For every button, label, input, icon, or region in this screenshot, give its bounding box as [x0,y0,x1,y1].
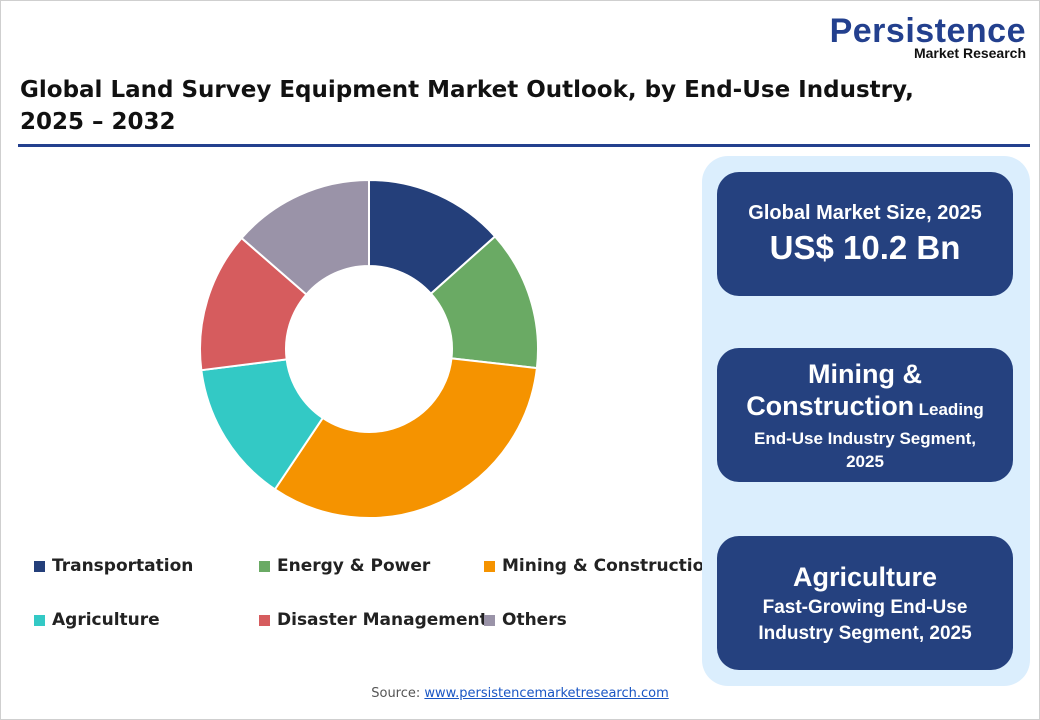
legend-label: Agriculture [52,610,160,630]
legend-swatch [259,614,270,626]
fastest-segment-card: Agriculture Fast-Growing End-Use Industr… [717,536,1013,670]
legend-item: Agriculture [34,610,160,630]
market-size-value: US$ 10.2 Bn [769,228,961,266]
source-link[interactable]: www.persistencemarketresearch.com [424,686,669,701]
logo: Persistence Market Research [830,14,1026,60]
slice-mining-construction [273,357,539,519]
title-divider [18,144,1030,147]
leading-desc-1: Leading [918,399,984,419]
source: Source: www.persistencemarketresearch.co… [0,686,1040,701]
legend-swatch [484,560,495,572]
market-size-card: Global Market Size, 2025 US$ 10.2 Bn [717,172,1013,296]
legend-label: Others [502,610,567,630]
leading-desc-2: End-Use Industry Segment, [754,428,976,448]
donut-chart [199,178,539,519]
source-label: Source: [371,686,421,701]
legend-label: Disaster Management [277,610,488,630]
market-size-label: Global Market Size, 2025 [748,201,982,224]
chart-title: Global Land Survey Equipment Market Outl… [20,77,914,135]
legend-item: Disaster Management [259,610,488,630]
legend-item: Mining & Construction [484,556,716,576]
legend-label: Transportation [52,556,194,576]
legend-swatch [259,560,270,572]
leading-desc-3: 2025 [846,451,884,471]
legend-item: Energy & Power [259,556,430,576]
legend-item: Transportation [34,556,193,576]
legend-label: Mining & Construction [502,556,717,576]
slice-others [240,178,370,296]
legend-swatch [484,614,495,626]
leading-name-1: Mining & [808,358,922,389]
legend-item: Others [484,610,567,630]
fastest-desc-1: Fast-Growing End-Use [762,597,968,618]
leading-name-2: Construction [746,390,915,421]
legend-swatch [34,614,45,626]
highlights-panel: Global Market Size, 2025 US$ 10.2 Bn Min… [702,156,1030,686]
legend-label: Energy & Power [277,556,431,576]
leading-segment-card: Mining & Construction Leading End-Use In… [717,348,1013,482]
fastest-desc-2: Industry Segment, 2025 [758,623,972,644]
logo-sub: Market Research [913,45,1026,61]
legend-swatch [34,560,45,572]
logo-main: Persistence [829,12,1026,50]
fastest-name: Agriculture [792,562,938,592]
